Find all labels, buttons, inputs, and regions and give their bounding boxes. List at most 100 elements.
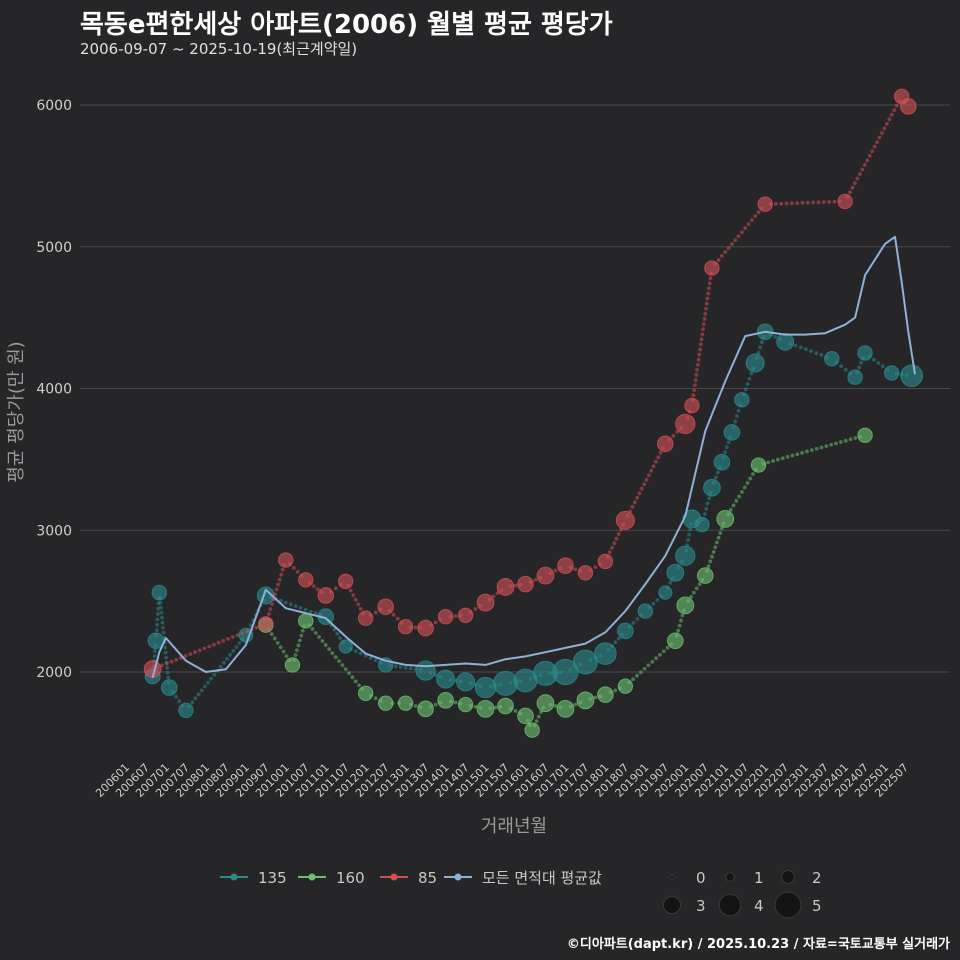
connector-dot bbox=[230, 635, 235, 639]
connector-dot bbox=[819, 445, 824, 450]
data-point bbox=[417, 700, 434, 718]
connector-dot bbox=[335, 631, 340, 636]
series-layer bbox=[143, 88, 923, 738]
connector-dot bbox=[228, 653, 232, 657]
connector-dot bbox=[680, 613, 685, 618]
connector-dot bbox=[745, 382, 750, 386]
connector-dot bbox=[193, 696, 198, 701]
data-point bbox=[437, 609, 454, 625]
grid-lines bbox=[80, 104, 950, 673]
connector-dot bbox=[824, 444, 829, 449]
data-point bbox=[757, 196, 773, 212]
connector-dot bbox=[746, 222, 751, 227]
connector-dot bbox=[814, 351, 819, 355]
connector-dot bbox=[183, 654, 188, 658]
average-line bbox=[151, 235, 916, 678]
connector-dot bbox=[691, 393, 696, 398]
connector-dot bbox=[805, 449, 809, 454]
connector-dot bbox=[159, 610, 164, 615]
connector-dot bbox=[269, 632, 274, 636]
connector-dot bbox=[270, 602, 274, 607]
size-legend-label: 4 bbox=[754, 897, 764, 915]
connector-dot bbox=[843, 367, 848, 372]
size-legend-circle bbox=[781, 870, 795, 884]
size-legend-label: 2 bbox=[812, 869, 822, 887]
connector-dot bbox=[654, 656, 658, 661]
series-2 bbox=[143, 88, 917, 679]
data-point bbox=[675, 413, 696, 435]
connector-dot bbox=[876, 361, 881, 365]
connector-dot bbox=[433, 702, 438, 707]
connector-dot bbox=[715, 540, 719, 545]
connector-dot bbox=[733, 238, 738, 243]
connector-dot bbox=[358, 651, 363, 656]
data-point bbox=[577, 565, 594, 581]
connector-dot bbox=[231, 649, 236, 653]
connector-dot bbox=[814, 446, 819, 451]
connector-dot bbox=[637, 491, 642, 496]
connector-dot bbox=[749, 371, 754, 376]
data-point bbox=[694, 516, 710, 533]
data-point bbox=[857, 427, 873, 443]
connector-dot bbox=[153, 649, 157, 653]
y-tick-label: 6000 bbox=[36, 98, 72, 114]
data-point bbox=[696, 567, 714, 584]
connector-dot bbox=[276, 582, 281, 587]
connector-dot bbox=[857, 172, 862, 176]
connector-dot bbox=[212, 672, 217, 677]
connector-dot bbox=[848, 437, 853, 442]
connector-dot bbox=[889, 112, 894, 117]
connector-dot bbox=[616, 532, 621, 536]
connector-dot bbox=[679, 618, 683, 623]
connector-dot bbox=[853, 436, 858, 440]
connector-dot bbox=[553, 704, 558, 708]
connector-dot bbox=[661, 649, 666, 654]
data-point bbox=[900, 98, 917, 115]
connector-dot bbox=[313, 631, 318, 635]
data-point bbox=[178, 702, 194, 718]
connector-dot bbox=[160, 620, 165, 625]
data-point bbox=[258, 616, 274, 632]
connector-dot bbox=[393, 664, 398, 669]
series-0 bbox=[144, 323, 923, 718]
connector-dot bbox=[737, 494, 742, 499]
size-legend-label: 3 bbox=[696, 897, 706, 915]
series-1 bbox=[258, 427, 873, 738]
connector-dot bbox=[453, 700, 458, 705]
connector-dot bbox=[658, 450, 663, 455]
connector-dot bbox=[651, 601, 656, 606]
connector-dot bbox=[158, 600, 163, 605]
connector-dot bbox=[739, 230, 744, 235]
connector-dot bbox=[235, 633, 240, 638]
connector-dot bbox=[651, 464, 656, 469]
connector-dot bbox=[716, 470, 720, 475]
connector-dot bbox=[513, 709, 518, 713]
connector-dot bbox=[308, 609, 313, 614]
size-legend-label: 0 bbox=[696, 869, 706, 887]
connector-dot bbox=[832, 199, 837, 204]
connector-dot bbox=[771, 459, 775, 463]
connector-dot bbox=[348, 588, 353, 593]
connector-dot bbox=[693, 378, 698, 382]
connector-dot bbox=[639, 486, 644, 491]
connector-dot bbox=[759, 340, 764, 345]
data-point bbox=[734, 392, 750, 408]
connector-dot bbox=[677, 623, 682, 628]
connector-dot bbox=[221, 660, 226, 665]
connector-dot bbox=[877, 135, 882, 140]
connector-dot bbox=[731, 503, 736, 508]
connector-dot bbox=[356, 602, 361, 607]
connector-dot bbox=[353, 597, 358, 602]
connector-dot bbox=[779, 201, 784, 206]
data-point bbox=[517, 707, 534, 725]
connector-dot bbox=[743, 387, 748, 392]
data-point bbox=[536, 566, 555, 585]
connector-dot bbox=[391, 612, 396, 617]
y-tick-labels: 2000 3000 4000 5000 6000 bbox=[36, 98, 72, 681]
connector-dot bbox=[756, 210, 761, 215]
data-point bbox=[667, 632, 684, 650]
connector-dot bbox=[704, 301, 709, 306]
data-point bbox=[298, 613, 314, 629]
connector-dot bbox=[351, 593, 356, 598]
